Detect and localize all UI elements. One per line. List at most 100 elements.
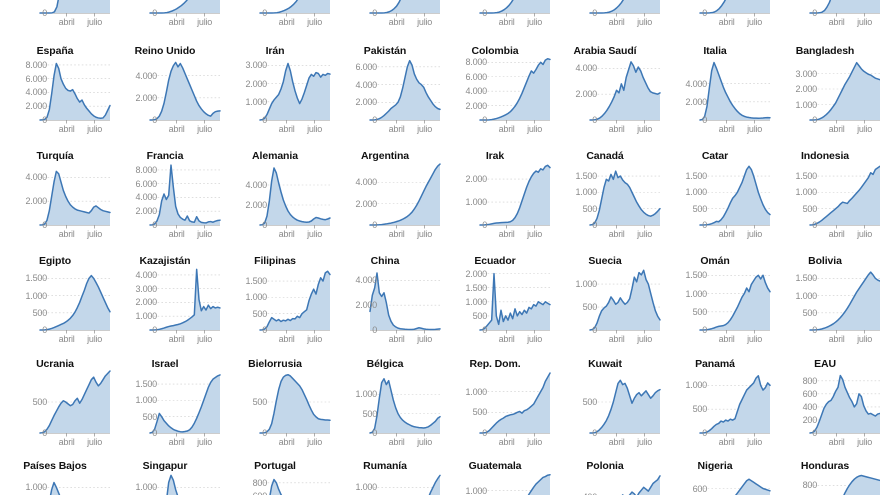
y-axis-tick-label: 1.500 xyxy=(135,379,157,390)
series-line xyxy=(621,475,661,495)
x-axis-tick-label: julio xyxy=(527,124,543,134)
y-axis-tick-label: 2.000 xyxy=(25,101,47,112)
chart-panel-title: Países Bajos xyxy=(23,460,87,472)
y-axis-tick-label: 0 xyxy=(372,8,377,18)
y-axis-tick-label: 0 xyxy=(702,325,707,335)
series-line xyxy=(699,274,771,331)
chart-sparkline xyxy=(479,0,550,17)
series-area xyxy=(50,482,60,495)
y-axis-tick-label: 800 xyxy=(802,480,818,491)
y-axis-tick-label: 600 xyxy=(253,491,268,495)
y-axis-tick-label: 0 xyxy=(262,115,267,125)
series-line xyxy=(699,375,771,434)
y-axis-tick-label: 1.000 xyxy=(575,279,597,290)
y-axis-tick-label: 0 xyxy=(702,8,707,18)
y-axis-tick-label: 4.000 xyxy=(575,63,597,74)
y-axis-tick-label: 0 xyxy=(702,220,707,230)
y-axis-tick-label: 0 xyxy=(482,428,487,438)
y-axis-tick-label: 1.000 xyxy=(795,99,817,110)
series-line xyxy=(369,59,441,121)
chart-panel-title: Reino Unido xyxy=(134,45,196,57)
x-axis-tick-label: abril xyxy=(388,437,405,447)
y-axis-tick-label: 0 xyxy=(372,325,377,335)
series-line xyxy=(809,271,880,331)
x-axis-tick-label: julio xyxy=(747,229,763,239)
x-axis-tick-label: abril xyxy=(168,437,185,447)
y-axis-tick-label: 1.500 xyxy=(465,282,487,293)
chart-sparkline xyxy=(479,164,551,229)
series-line xyxy=(479,0,514,14)
chart-sparkline xyxy=(621,475,661,495)
x-axis-tick-label: abril xyxy=(58,124,75,134)
series-line xyxy=(39,62,111,121)
y-axis-tick-label: 1.000 xyxy=(685,288,707,299)
series-line xyxy=(39,370,111,434)
chart-plot-area: 4.000 3.000 2.000 1.000 0 abril julio xyxy=(110,268,221,350)
y-axis-tick-label: 4.000 xyxy=(465,86,487,97)
x-axis-tick-label: abril xyxy=(388,17,405,27)
y-axis-tick-label: 0 xyxy=(812,115,817,125)
y-axis-tick-label: 500 xyxy=(692,203,708,214)
series-line xyxy=(49,481,61,495)
series-area xyxy=(150,374,220,433)
y-axis-tick-label: 2.000 xyxy=(465,268,487,279)
series-area xyxy=(590,0,660,13)
chart-plot-area: 8.000 6.000 4.000 2.000 0 abril julio xyxy=(440,57,551,140)
chart-sparkline xyxy=(149,61,221,124)
chart-plot-area: 2.000 1.500 1.000 500 0 abril julio xyxy=(440,268,551,350)
chart-panel-title: Singapur xyxy=(142,460,188,472)
chart-panel-title: Polonia xyxy=(586,460,624,472)
y-axis-tick-label: 0 xyxy=(262,220,267,230)
chart-panel-title: Portugal xyxy=(254,460,296,472)
y-axis-tick-label: 1.000 xyxy=(465,485,487,495)
chart-panel-title: Kuwait xyxy=(588,358,622,370)
series-line xyxy=(809,165,880,226)
series-line xyxy=(39,274,111,331)
chart-sparkline xyxy=(259,270,331,334)
series-line xyxy=(39,170,111,226)
x-axis-tick-label: julio xyxy=(87,437,103,447)
chart-sparkline xyxy=(39,274,111,334)
series-line xyxy=(259,270,331,331)
series-line xyxy=(149,61,221,121)
x-axis-tick-label: abril xyxy=(498,124,515,134)
y-axis-tick-label: 3.000 xyxy=(245,60,267,71)
y-axis-tick-label: 2.000 xyxy=(685,96,707,107)
chart-plot-area: 500 0 abril julio xyxy=(0,370,111,453)
y-axis-tick-label: 2.000 xyxy=(465,100,487,111)
series-line xyxy=(428,474,441,495)
x-axis-tick-label: abril xyxy=(58,229,75,239)
y-axis-tick-label: 600 xyxy=(692,483,708,494)
chart-plot-area: 1.500 1.000 500 0 abril julio xyxy=(110,371,221,453)
x-axis-tick-label: julio xyxy=(527,17,543,27)
x-axis-tick-label: julio xyxy=(197,124,213,134)
chart-plot-area: 400abriljulio xyxy=(550,473,661,495)
y-axis-tick-label: 0 xyxy=(482,220,487,230)
y-axis-tick-label: 0 xyxy=(152,428,157,438)
y-axis-tick-label: 1.000 xyxy=(575,187,597,198)
y-axis-tick-label: 1.000 xyxy=(25,482,47,493)
chart-sparkline xyxy=(809,374,880,437)
y-axis-tick-label: 4.000 xyxy=(355,177,377,188)
x-axis-tick-label: julio xyxy=(197,229,213,239)
x-axis-tick-label: abril xyxy=(718,334,735,344)
chart-sparkline xyxy=(259,0,330,17)
chart-plot-area: 8.000 6.000 4.000 2.000 0 abril julio xyxy=(0,58,111,140)
x-axis-tick-label: julio xyxy=(307,17,323,27)
chart-panel-title: Bélgica xyxy=(366,358,404,370)
chart-sparkline xyxy=(480,474,551,495)
series-line xyxy=(39,0,59,14)
x-axis-tick-label: abril xyxy=(828,229,845,239)
y-axis-tick-label: 0 xyxy=(592,115,597,125)
chart-sparkline xyxy=(259,167,331,229)
x-axis-tick-label: abril xyxy=(278,124,295,134)
series-line xyxy=(369,378,441,434)
x-axis-tick-label: julio xyxy=(637,229,653,239)
y-axis-tick-label: 0 xyxy=(812,428,817,438)
x-axis-tick-label: abril xyxy=(278,229,295,239)
